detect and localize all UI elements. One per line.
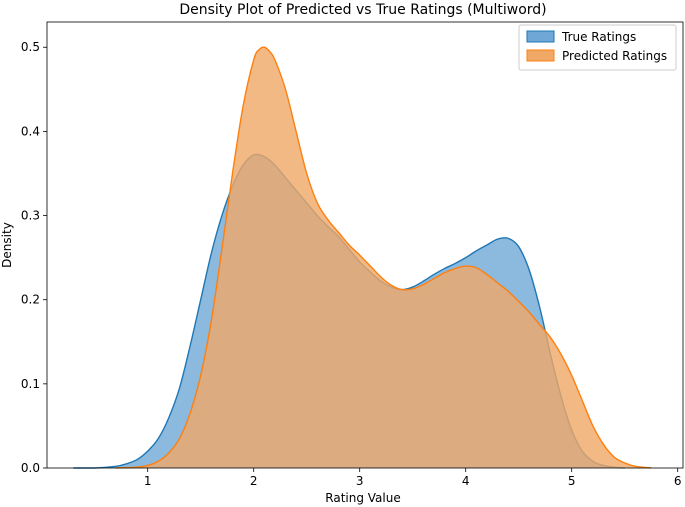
x-tick-label: 6 (674, 474, 682, 488)
y-axis: 0.0 0.1 0.2 0.3 0.4 0.5 Density (0, 40, 47, 475)
plot-area (46, 21, 684, 469)
x-axis: 1 2 3 4 5 6 Rating Value (144, 468, 682, 505)
y-tick-label: 0.1 (21, 377, 40, 391)
y-tick-label: 0.5 (21, 40, 40, 54)
y-tick-label: 0.4 (21, 124, 40, 138)
y-tick-label: 0.0 (21, 461, 40, 475)
density-line-predicted-ratings (115, 46, 652, 469)
legend-frame (518, 24, 677, 71)
x-tick-label: 1 (144, 474, 152, 488)
legend-swatch-true-ratings (526, 30, 555, 43)
y-tick-label: 0.2 (21, 293, 40, 307)
y-axis-label: Density (0, 222, 14, 268)
x-tick-label: 4 (462, 474, 470, 488)
x-tick-label: 2 (250, 474, 258, 488)
density-area-predicted-ratings (115, 47, 652, 469)
legend-label-true-ratings: True Ratings (561, 30, 636, 44)
plot-frame (46, 21, 684, 469)
chart-title: Density Plot of Predicted vs True Rating… (179, 2, 546, 18)
legend: True Ratings Predicted Ratings (518, 24, 677, 71)
x-axis-label: Rating Value (325, 491, 400, 505)
x-tick-label: 3 (356, 474, 364, 488)
legend-label-predicted-ratings: Predicted Ratings (562, 49, 667, 63)
legend-swatch-predicted-ratings (526, 49, 555, 62)
x-tick-label: 5 (568, 474, 576, 488)
y-tick-label: 0.3 (21, 209, 40, 223)
density-areas (73, 46, 652, 469)
